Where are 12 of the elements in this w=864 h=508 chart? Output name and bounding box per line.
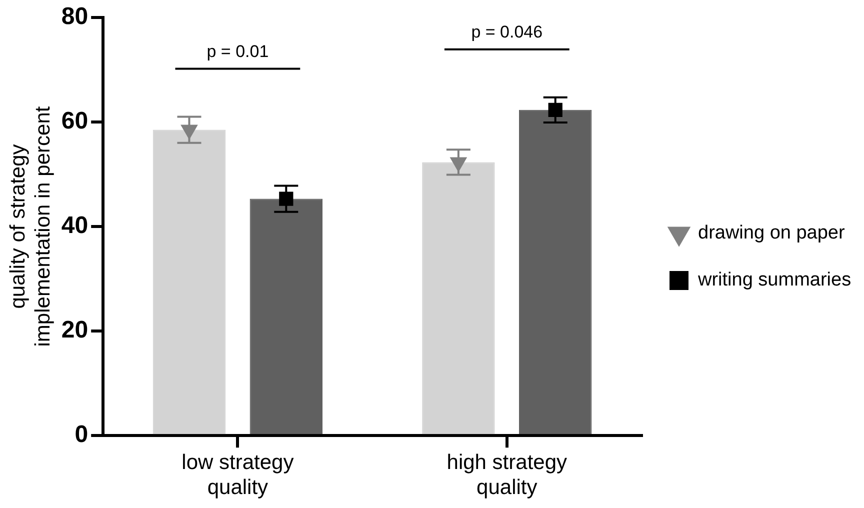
x-tick-label: low strategy quality (182, 450, 294, 500)
y-tick-label: 20 (61, 316, 88, 344)
y-tick-label: 0 (74, 421, 88, 448)
y-tick-label: 40 (61, 212, 88, 240)
x-tick-label: high strategy quality (446, 450, 568, 500)
legend-label: drawing on paper (698, 222, 846, 244)
annotation: p = 0.01 (206, 42, 269, 61)
legend-label: writing summaries (697, 270, 852, 291)
y-tick-label: 60 (61, 108, 88, 135)
annotation: p = 0.046 (471, 22, 543, 42)
y-tick-label: 80 (61, 3, 88, 30)
y-axis-title: quality of strategy implementation in percent (6, 106, 55, 347)
